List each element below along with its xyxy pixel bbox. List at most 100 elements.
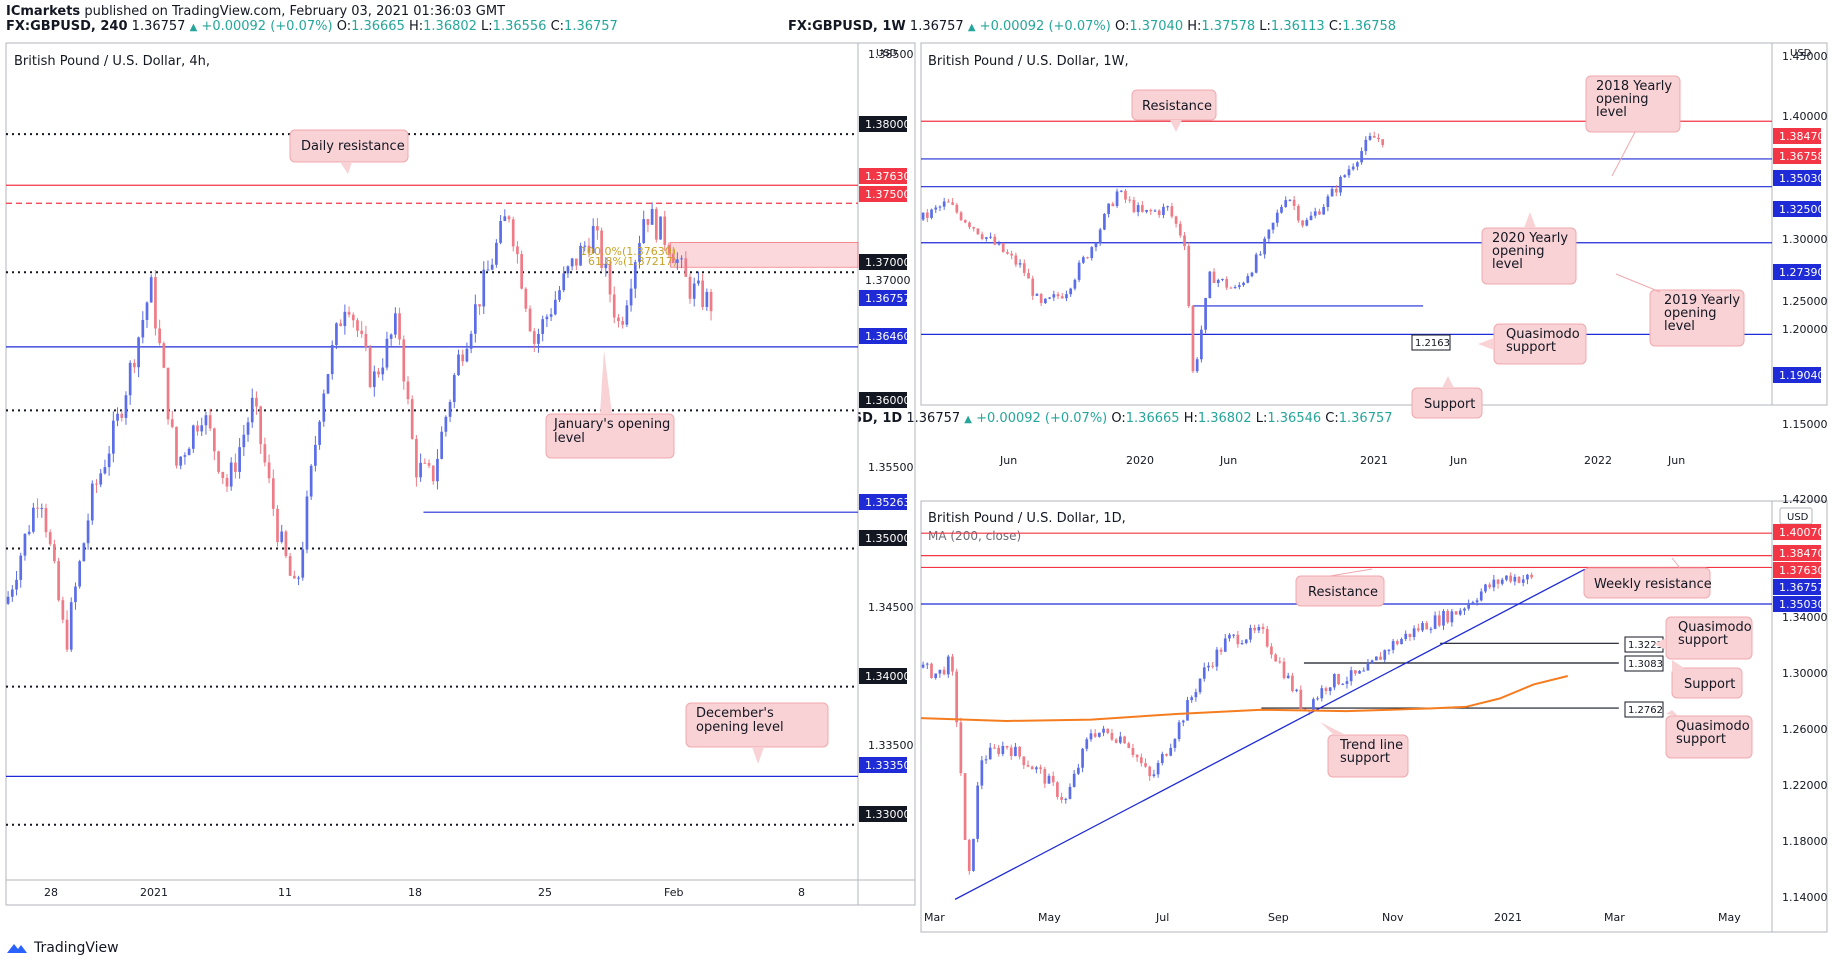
candle-body — [1128, 199, 1132, 201]
candle-body — [191, 425, 195, 449]
candle-body — [499, 221, 502, 243]
candle-body — [149, 277, 153, 303]
candle-body — [1488, 584, 1491, 588]
axis-label: 1.38500 — [868, 48, 914, 61]
candle-body — [1052, 294, 1056, 298]
candle-body — [1484, 584, 1487, 592]
candle-body — [1295, 689, 1298, 691]
axis-label: 2021 — [140, 886, 168, 899]
axis-label: 1.30000 — [1782, 233, 1828, 246]
candle-body — [1270, 646, 1273, 655]
candle-body — [1051, 775, 1055, 783]
axis-label: 1.15000 — [1782, 418, 1828, 431]
price-change: +0.00092 (+0.07%) — [976, 411, 1108, 426]
fib-labels: 100.0%(1.37630) 61.8%(1.37217) — [580, 245, 677, 268]
candle-body — [1132, 200, 1136, 213]
open-value: 1.36665 — [351, 19, 405, 34]
candle-body — [1292, 199, 1296, 206]
level-tag: 1.36758 — [1779, 150, 1825, 163]
footer-brand[interactable]: TradingView — [6, 940, 119, 956]
candle-body — [1437, 615, 1441, 626]
callout-text: 2019 Yearly opening level — [1664, 294, 1741, 334]
candle-body — [1345, 681, 1349, 684]
candle-body — [335, 323, 338, 346]
candle-body — [1211, 665, 1215, 667]
level-tag: 1.36460 — [865, 330, 911, 343]
candle-body — [1111, 203, 1115, 207]
axis-label: Mar — [924, 911, 945, 924]
candle-body — [1237, 285, 1241, 288]
candle-body — [1358, 670, 1361, 674]
fib-label: 61.8%(1.37217) — [588, 255, 677, 268]
h4-time-axis: 28 2021 11 18 25 Feb 8 — [44, 886, 805, 899]
candle-body — [1136, 205, 1140, 213]
axis-label: Jun — [1219, 454, 1237, 467]
axis-label: 1.34500 — [868, 601, 914, 614]
axis-label: Nov — [1382, 911, 1404, 924]
candle-body — [1274, 654, 1277, 662]
candle-body — [372, 371, 376, 387]
candle-body — [128, 362, 132, 396]
candle-body — [583, 245, 587, 247]
candle-body — [1291, 675, 1294, 691]
candle-body — [1463, 608, 1466, 611]
candle-body — [360, 330, 364, 334]
candle-body — [1043, 769, 1047, 784]
candle-body — [1517, 576, 1521, 583]
ticker: FX:GBPUSD, 240 — [6, 19, 128, 34]
candle-body — [654, 208, 658, 240]
axis-label: Mar — [1604, 911, 1625, 924]
level-tag: 1.38470 — [1779, 130, 1825, 143]
candle-body — [402, 339, 406, 382]
chart-title-h4: British Pound / U.S. Dollar, 4h, — [14, 54, 210, 69]
candle-body — [1333, 674, 1336, 688]
candle-body — [322, 393, 326, 422]
candle-body — [242, 434, 246, 448]
candle-body — [549, 314, 553, 317]
price-change: +0.00092 (+0.07%) — [979, 19, 1111, 34]
candle-body — [604, 264, 608, 269]
fib-zone — [670, 242, 859, 268]
panel-w1[interactable] — [920, 42, 1828, 445]
candle-body — [1009, 747, 1013, 757]
candle-body — [921, 664, 925, 668]
callout-2020-opening: 2020 Yearly opening level — [1481, 212, 1577, 285]
candle-body — [1526, 574, 1529, 580]
candle-body — [1124, 190, 1127, 200]
candle-body — [1145, 209, 1148, 212]
panel-h4[interactable] — [5, 42, 916, 906]
candle-body — [154, 277, 157, 329]
candle-body — [997, 747, 1000, 754]
candle-body — [1387, 649, 1391, 651]
candle-body — [217, 451, 220, 472]
level-tag: 1.34000 — [865, 670, 911, 683]
candle-body — [27, 531, 31, 534]
candle-body — [65, 619, 69, 650]
tradingview-logo-icon — [7, 944, 27, 953]
candle-body — [617, 317, 620, 322]
candle-body — [318, 421, 321, 445]
candle-body — [1065, 294, 1068, 299]
candle-body — [1249, 627, 1252, 640]
open-value: 1.36665 — [1125, 411, 1180, 426]
candle-body — [124, 395, 128, 418]
candle-body — [1509, 575, 1512, 582]
callout-text: Support — [1684, 677, 1735, 692]
candle-body — [1391, 641, 1395, 650]
close-value: 1.36757 — [564, 19, 618, 34]
candle-body — [423, 462, 427, 464]
candle-body — [1412, 628, 1416, 637]
candle-body — [461, 354, 465, 362]
candle-body — [1383, 650, 1387, 660]
callout-text: 2020 Yearly opening level — [1492, 232, 1569, 272]
callout-text: Daily resistance — [301, 139, 405, 154]
level-tag: 1.36757 — [865, 292, 911, 305]
candle-body — [1047, 775, 1051, 784]
candle-body — [1212, 271, 1216, 283]
axis-label: 2021 — [1494, 911, 1522, 924]
candle-body — [1425, 623, 1429, 630]
candle-body — [1077, 262, 1081, 280]
panel-header-h4: FX:GBPUSD, 240 1.36757 ▲ +0.00092 (+0.07… — [6, 19, 618, 34]
candle-body — [951, 656, 954, 672]
callout-2019-opening: 2019 Yearly opening level — [1615, 273, 1745, 347]
